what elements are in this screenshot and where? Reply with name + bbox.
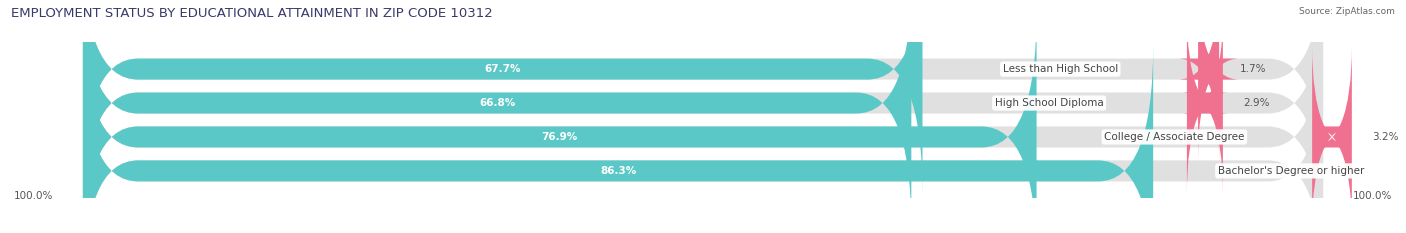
Text: 100.0%: 100.0% <box>14 191 53 201</box>
FancyBboxPatch shape <box>83 0 922 194</box>
Text: EMPLOYMENT STATUS BY EDUCATIONAL ATTAINMENT IN ZIP CODE 10312: EMPLOYMENT STATUS BY EDUCATIONAL ATTAINM… <box>11 7 494 20</box>
FancyBboxPatch shape <box>83 0 1323 194</box>
Text: 66.8%: 66.8% <box>479 98 515 108</box>
Text: 76.9%: 76.9% <box>541 132 578 142</box>
Text: 67.7%: 67.7% <box>485 64 522 74</box>
Text: 100.0%: 100.0% <box>1353 191 1392 201</box>
FancyBboxPatch shape <box>83 0 911 228</box>
Text: 3.2%: 3.2% <box>1372 132 1399 142</box>
Text: 86.3%: 86.3% <box>600 166 636 176</box>
Text: Source: ZipAtlas.com: Source: ZipAtlas.com <box>1299 7 1395 16</box>
Text: High School Diploma: High School Diploma <box>995 98 1104 108</box>
FancyBboxPatch shape <box>83 0 1323 228</box>
FancyBboxPatch shape <box>1310 46 1354 228</box>
Text: 2.9%: 2.9% <box>1243 98 1270 108</box>
Text: Less than High School: Less than High School <box>1002 64 1118 74</box>
FancyBboxPatch shape <box>1181 12 1229 194</box>
FancyBboxPatch shape <box>1178 0 1240 160</box>
Text: College / Associate Degree: College / Associate Degree <box>1104 132 1244 142</box>
FancyBboxPatch shape <box>83 46 1153 233</box>
FancyBboxPatch shape <box>83 12 1323 233</box>
Text: 1.7%: 1.7% <box>1240 64 1267 74</box>
FancyBboxPatch shape <box>83 46 1323 233</box>
FancyBboxPatch shape <box>83 12 1036 233</box>
Text: Bachelor's Degree or higher: Bachelor's Degree or higher <box>1218 166 1364 176</box>
